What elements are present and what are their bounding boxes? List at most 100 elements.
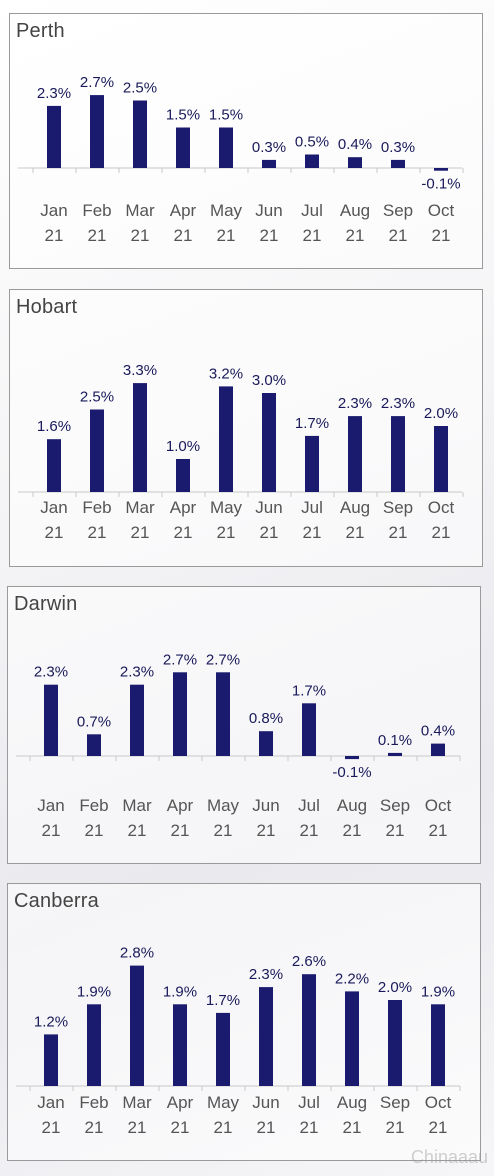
- x-tick-label-year: 21: [88, 226, 107, 245]
- x-tick-label-year: 21: [42, 1118, 61, 1137]
- bar: [262, 159, 276, 168]
- x-tick-label-year: 21: [217, 523, 236, 542]
- x-tick-label-year: 21: [214, 821, 233, 840]
- data-label: 2.0%: [378, 979, 412, 996]
- x-tick-label-month: Apr: [167, 1093, 194, 1112]
- x-tick-label-month: Jun: [255, 201, 282, 220]
- bar: [216, 672, 230, 756]
- chart-title: Darwin: [14, 593, 78, 615]
- bar: [345, 991, 359, 1086]
- x-tick-label-year: 21: [174, 523, 193, 542]
- x-tick-label-month: Mar: [125, 498, 155, 517]
- chart-title: Hobart: [16, 296, 78, 318]
- x-tick-label-year: 21: [389, 226, 408, 245]
- bar: [391, 159, 405, 168]
- data-label: 2.3%: [34, 664, 68, 681]
- bar: [173, 672, 187, 756]
- data-label: -0.1%: [421, 176, 460, 193]
- data-label: 0.3%: [381, 139, 415, 156]
- bar: [216, 1012, 230, 1086]
- data-label: 1.9%: [77, 983, 111, 1000]
- x-tick-label-month: May: [210, 498, 243, 517]
- data-label: 1.0%: [166, 438, 200, 455]
- x-tick-label-month: Sep: [383, 498, 413, 517]
- bar: [87, 734, 101, 756]
- data-label: 3.0%: [252, 372, 286, 389]
- bar: [302, 703, 316, 756]
- data-label: 2.3%: [381, 395, 415, 412]
- x-tick-label-year: 21: [260, 523, 279, 542]
- x-tick-label-year: 21: [300, 821, 319, 840]
- data-label: 3.2%: [209, 365, 243, 382]
- x-tick-label-year: 21: [42, 821, 61, 840]
- x-tick-label-month: Mar: [125, 201, 155, 220]
- x-tick-label-year: 21: [128, 821, 147, 840]
- bar: [173, 1004, 187, 1086]
- data-label: 0.5%: [295, 134, 329, 151]
- x-tick-label-month: Mar: [122, 1093, 152, 1112]
- data-label: 0.4%: [421, 723, 455, 740]
- data-label: 1.2%: [34, 1013, 68, 1030]
- x-tick-label-year: 21: [88, 523, 107, 542]
- bar: [388, 752, 402, 756]
- x-tick-label-year: 21: [303, 523, 322, 542]
- x-tick-label-month: Oct: [428, 498, 455, 517]
- x-tick-label-year: 21: [343, 821, 362, 840]
- x-tick-label-month: Feb: [79, 796, 108, 815]
- chart-panel-canberra: Canberra 1.2% Jan 21 1.9% Feb 21 2.8% Mar 21 1.9%…: [7, 883, 481, 1161]
- x-tick-label-month: Feb: [79, 1093, 108, 1112]
- bar: [47, 439, 61, 492]
- x-tick-label-month: Jan: [40, 201, 67, 220]
- data-label: 2.7%: [163, 651, 197, 668]
- chart-canberra: 1.2% Jan 21 1.9% Feb 21 2.8% Mar 21 1.9% Apr 21 1.7%…: [16, 945, 461, 1137]
- chart-hobart: 1.6% Jan 21 2.5% Feb 21 3.3% Mar 21 1.0% Apr 21 3.2%…: [18, 362, 464, 542]
- x-tick-label-month: Aug: [337, 796, 367, 815]
- data-label: 1.7%: [292, 682, 326, 699]
- x-tick-label-month: Mar: [122, 796, 152, 815]
- bar: [431, 743, 445, 756]
- bar: [219, 127, 233, 168]
- data-label: 0.7%: [77, 713, 111, 730]
- data-label: 2.3%: [249, 966, 283, 983]
- data-label: 1.5%: [209, 107, 243, 124]
- x-tick-label-year: 21: [346, 226, 365, 245]
- chart-title: Perth: [16, 20, 65, 42]
- x-tick-label-year: 21: [432, 226, 451, 245]
- x-tick-label-month: Jun: [255, 498, 282, 517]
- bar: [176, 127, 190, 168]
- data-label: 1.7%: [295, 415, 329, 432]
- data-label: 1.7%: [206, 992, 240, 1009]
- x-tick-label-month: May: [210, 201, 243, 220]
- x-tick-label-month: Jul: [301, 498, 323, 517]
- data-label: 2.0%: [424, 405, 458, 422]
- x-tick-label-year: 21: [131, 226, 150, 245]
- x-tick-label-month: Jun: [252, 796, 279, 815]
- x-tick-label-month: Feb: [82, 498, 111, 517]
- bar: [391, 416, 405, 492]
- x-tick-label-year: 21: [260, 226, 279, 245]
- x-tick-label-month: Feb: [82, 201, 111, 220]
- bar: [434, 426, 448, 492]
- x-tick-label-year: 21: [429, 1118, 448, 1137]
- bar: [44, 684, 58, 756]
- x-tick-label-year: 21: [432, 523, 451, 542]
- x-tick-label-year: 21: [346, 523, 365, 542]
- x-tick-label-year: 21: [128, 1118, 147, 1137]
- bar: [219, 386, 233, 492]
- bar: [90, 95, 104, 168]
- x-tick-label-month: May: [207, 1093, 240, 1112]
- bar: [259, 987, 273, 1086]
- data-label: 2.5%: [80, 389, 114, 406]
- x-tick-label-month: Sep: [380, 1093, 410, 1112]
- bar: [434, 168, 448, 171]
- data-label: 1.5%: [166, 107, 200, 124]
- x-tick-label-month: Aug: [340, 201, 370, 220]
- bar: [90, 409, 104, 492]
- bar: [302, 974, 316, 1086]
- data-label: 0.3%: [252, 139, 286, 156]
- x-tick-label-month: Apr: [170, 201, 197, 220]
- chart-panel-hobart: Hobart 1.6% Jan 21 2.5% Feb 21 3.3% Mar 21 1.0% Ap…: [9, 289, 483, 567]
- x-tick-label-month: Jul: [298, 796, 320, 815]
- x-tick-label-month: Oct: [425, 796, 452, 815]
- x-tick-label-year: 21: [300, 1118, 319, 1137]
